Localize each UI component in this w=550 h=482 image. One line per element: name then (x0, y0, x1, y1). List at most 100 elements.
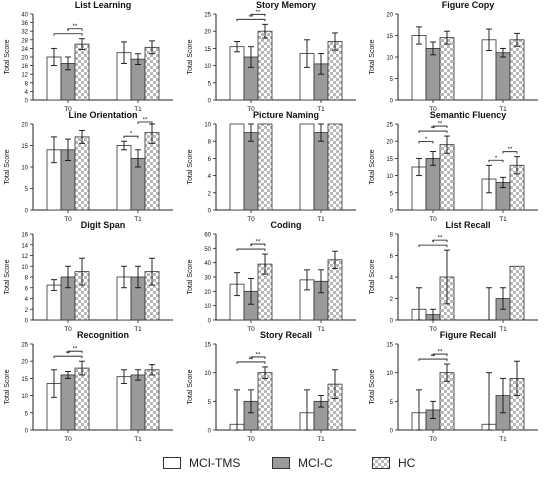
legend-swatch-hc (372, 457, 390, 469)
y-tick-label: 25 (21, 343, 28, 349)
x-tick-label: T1 (317, 436, 325, 443)
y-tick-label: 10 (204, 64, 211, 70)
y-tick-label: 28 (21, 38, 28, 44)
y-tick-label: 15 (386, 157, 393, 163)
x-tick-label: T1 (134, 106, 142, 113)
chart-panel-coding: Coding Total Score 0 10 20 30 40 50 60 T0 T1 *** (187, 220, 356, 333)
y-tick-label: 5 (390, 191, 394, 197)
y-tick-label: 4 (25, 297, 29, 303)
y-tick-label: 15 (204, 47, 211, 53)
significance-label: * (67, 29, 70, 35)
y-tick-label: 15 (386, 34, 393, 40)
y-tick-label: 24 (21, 47, 28, 53)
bar-mci-c-t1 (313, 132, 329, 211)
significance-label: ** (256, 10, 261, 16)
significance-bracket (236, 248, 266, 252)
significance-bracket (418, 130, 448, 134)
significance-label: ** (438, 350, 443, 356)
chart-title: Semantic Fluency (430, 110, 507, 120)
chart-panel-figure-recall: Figure Recall Total Score 0 5 10 15 T0 T1 **** (369, 330, 538, 443)
y-tick-label: 0 (25, 99, 29, 105)
bar-mci-c-t1 (495, 52, 511, 101)
y-axis-label: Total Score (4, 149, 11, 184)
y-tick-label: 8 (208, 140, 212, 146)
x-tick-label: T0 (64, 106, 72, 113)
y-axis-label: Total Score (4, 369, 11, 404)
x-tick-label: T1 (317, 326, 325, 333)
bar-hc-t0 (257, 123, 273, 211)
y-tick-label: 4 (208, 174, 212, 180)
significance-label: ** (431, 127, 436, 133)
y-tick-label: 0 (25, 429, 29, 435)
y-axis-label: Total Score (369, 39, 376, 74)
y-tick-label: 0 (25, 319, 29, 325)
significance-label: ** (73, 24, 78, 30)
y-tick-label: 32 (21, 30, 28, 36)
significance-label: ** (431, 355, 436, 361)
bar-hc-t1 (144, 132, 160, 211)
y-axis-label: Total Score (369, 149, 376, 184)
legend-label: HC (398, 456, 416, 470)
y-tick-label: 20 (21, 360, 28, 366)
bar-mci-tms-t1 (116, 376, 132, 431)
chart-title: Figure Recall (440, 330, 497, 340)
y-tick-label: 2 (208, 191, 212, 197)
x-tick-label: T0 (429, 106, 437, 113)
significance-bracket (236, 18, 266, 22)
y-tick-label: 15 (21, 144, 28, 150)
x-tick-label: T1 (499, 106, 507, 113)
bar-mci-c-t0 (60, 374, 76, 431)
chart-panel-line-orientation: Line Orientation Total Score 0 5 10 15 20 T0 T1 *… (4, 110, 173, 223)
significance-label: ** (249, 15, 254, 21)
y-tick-label: 15 (386, 343, 393, 349)
bar-mci-c-t0 (243, 132, 259, 211)
y-tick-label: 2 (390, 297, 394, 303)
y-tick-label: 6 (208, 157, 212, 163)
y-axis-label: Total Score (369, 369, 376, 404)
y-axis-label: Total Score (187, 149, 194, 184)
x-tick-label: T0 (64, 216, 72, 223)
y-tick-label: 0 (390, 429, 394, 435)
y-tick-label: 0 (208, 319, 212, 325)
bar-hc-t1 (144, 369, 160, 431)
significance-label: ** (256, 240, 261, 246)
legend-item-hc: HC (372, 456, 415, 470)
y-tick-label: 12 (21, 73, 28, 79)
significance-bracket (250, 243, 266, 247)
x-tick-label: T1 (134, 216, 142, 223)
significance-bracket (250, 13, 266, 17)
x-tick-label: T1 (499, 436, 507, 443)
significance-label: * (130, 132, 133, 138)
chart-legend: MCI-TMS MCI-C HC (0, 452, 550, 478)
significance-bracket (418, 244, 448, 248)
significance-bracket (123, 135, 139, 139)
x-tick-label: T0 (64, 436, 72, 443)
significance-label: ** (66, 352, 71, 358)
y-tick-label: 20 (204, 290, 211, 296)
chart-panel-figure-copy: Figure Copy Total Score 0 5 10 15 20 T0 T1 (369, 0, 538, 113)
y-tick-label: 6 (25, 286, 29, 292)
y-axis-label: Total Score (4, 39, 11, 74)
y-axis-label: Total Score (369, 259, 376, 294)
y-tick-label: 10 (386, 371, 393, 377)
y-tick-label: 16 (21, 64, 28, 70)
x-tick-label: T0 (247, 326, 255, 333)
chart-title: Picture Naming (253, 110, 319, 120)
legend-swatch-mci-c (272, 457, 290, 469)
x-tick-label: T0 (429, 326, 437, 333)
y-tick-label: 10 (21, 394, 28, 400)
y-axis-label: Total Score (187, 369, 194, 404)
y-tick-label: 10 (386, 56, 393, 62)
x-tick-label: T1 (499, 326, 507, 333)
bar-hc-t0 (257, 372, 273, 431)
chart-title: Figure Copy (442, 0, 495, 10)
significance-bracket (418, 141, 434, 144)
chart-title: Digit Span (81, 220, 126, 230)
x-tick-label: T0 (429, 436, 437, 443)
y-tick-label: 5 (208, 400, 212, 406)
y-tick-label: 10 (21, 166, 28, 172)
chart-panel-picture-naming: Picture Naming Total Score 0 2 4 6 8 10 T0 T1 (187, 110, 356, 223)
bar-hc-t0 (257, 30, 273, 101)
x-tick-label: T1 (317, 106, 325, 113)
